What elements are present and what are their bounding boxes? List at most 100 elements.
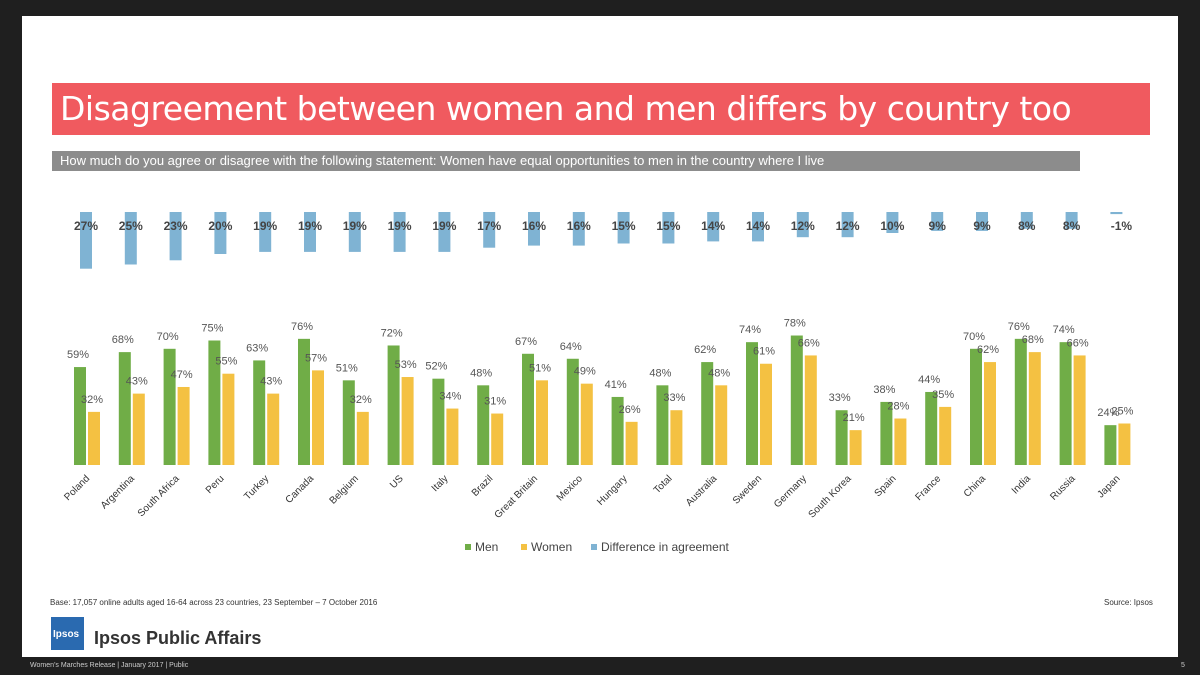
category-label: South Korea xyxy=(807,473,854,520)
slide: Disagreement between women and men diffe… xyxy=(22,16,1178,657)
category-label: Turkey xyxy=(242,473,271,502)
diff-label: -1% xyxy=(1111,219,1133,233)
category-label: Germany xyxy=(772,473,809,510)
women-label: 66% xyxy=(1067,337,1089,349)
diff-bar xyxy=(572,212,585,246)
diff-bar xyxy=(169,212,182,261)
diff-bar xyxy=(1065,212,1078,229)
category-label: Russia xyxy=(1048,473,1078,503)
men-bar xyxy=(880,401,893,465)
men-label: 70% xyxy=(963,331,985,343)
women-bar xyxy=(715,385,728,465)
men-bar xyxy=(432,378,445,465)
diff-bar xyxy=(348,212,361,252)
diff-label: 27% xyxy=(74,219,98,233)
women-label: 28% xyxy=(887,401,909,413)
category-label: India xyxy=(1010,473,1033,496)
men-label: 67% xyxy=(515,336,537,348)
diff-bar xyxy=(931,212,944,231)
women-bar xyxy=(894,418,907,465)
men-bar xyxy=(118,352,131,465)
page-number: 5 xyxy=(1181,662,1185,669)
diff-bar xyxy=(438,212,451,252)
women-bar xyxy=(356,411,369,465)
women-label: 32% xyxy=(350,394,372,406)
women-label: 61% xyxy=(753,346,775,358)
women-label: 43% xyxy=(260,376,282,388)
men-label: 52% xyxy=(425,361,447,373)
women-bar xyxy=(536,380,548,465)
women-label: 57% xyxy=(305,352,327,364)
men-bar xyxy=(925,391,938,465)
category-label: Mexico xyxy=(555,473,585,503)
men-label: 62% xyxy=(694,344,716,356)
category-label: US xyxy=(388,473,406,491)
diff-bar xyxy=(304,212,316,252)
diff-bar xyxy=(976,212,988,231)
men-bar xyxy=(790,335,803,465)
men-bar xyxy=(656,385,669,465)
diff-label: 9% xyxy=(973,219,991,233)
legend-label: Women xyxy=(531,540,572,554)
men-bar xyxy=(477,385,490,465)
diff-bar xyxy=(393,212,406,252)
men-label: 24% xyxy=(1097,407,1119,419)
diff-bar xyxy=(80,212,92,269)
women-bar xyxy=(132,393,145,465)
diff-label: 15% xyxy=(612,219,636,233)
women-label: 68% xyxy=(1022,334,1044,346)
diff-label: 12% xyxy=(791,219,815,233)
men-bar xyxy=(522,353,534,465)
diff-label: 8% xyxy=(1063,219,1081,233)
diff-label: 19% xyxy=(298,219,322,233)
women-label: 53% xyxy=(395,359,417,371)
men-label: 41% xyxy=(605,379,627,391)
men-label: 75% xyxy=(201,323,223,335)
diff-bar xyxy=(796,212,809,238)
men-label: 38% xyxy=(873,384,895,396)
men-label: 59% xyxy=(67,349,89,361)
diff-bar xyxy=(1110,212,1123,215)
diff-bar xyxy=(707,212,720,242)
category-label: Australia xyxy=(684,473,720,509)
category-label: South Africa xyxy=(136,473,182,519)
women-bar xyxy=(1028,352,1041,465)
men-bar xyxy=(701,362,714,465)
women-bar xyxy=(984,362,996,465)
men-bar xyxy=(163,348,176,465)
diff-label: 9% xyxy=(929,219,947,233)
women-bar xyxy=(804,355,817,465)
men-bar xyxy=(835,410,848,465)
diff-label: 17% xyxy=(477,219,501,233)
category-label: China xyxy=(962,473,989,500)
legend-swatch xyxy=(465,544,471,550)
women-bar xyxy=(670,410,683,465)
women-label: 66% xyxy=(798,337,820,349)
women-bar xyxy=(446,408,459,465)
men-label: 44% xyxy=(918,374,940,386)
diff-bar xyxy=(259,212,272,252)
diff-label: 15% xyxy=(656,219,680,233)
women-bar xyxy=(401,377,414,465)
page-title: Disagreement between women and men diffe… xyxy=(60,89,1072,128)
men-label: 78% xyxy=(784,318,806,330)
diff-label: 12% xyxy=(836,219,860,233)
diff-label: 16% xyxy=(567,219,591,233)
category-label: Spain xyxy=(873,473,899,499)
women-label: 35% xyxy=(932,389,954,401)
men-label: 68% xyxy=(112,334,134,346)
women-label: 47% xyxy=(171,369,193,381)
diff-bar xyxy=(617,212,630,244)
men-bar xyxy=(253,360,266,465)
women-label: 32% xyxy=(81,394,103,406)
diff-label: 23% xyxy=(164,219,188,233)
women-bar xyxy=(1118,423,1131,465)
diff-label: 14% xyxy=(701,219,725,233)
men-label: 33% xyxy=(829,392,851,404)
category-label: Belgium xyxy=(328,473,361,506)
women-label: 48% xyxy=(708,367,730,379)
men-label: 51% xyxy=(336,362,358,374)
ipsos-logo: Ipsos xyxy=(51,617,84,650)
men-bar xyxy=(970,348,982,465)
diff-bar xyxy=(752,212,764,242)
